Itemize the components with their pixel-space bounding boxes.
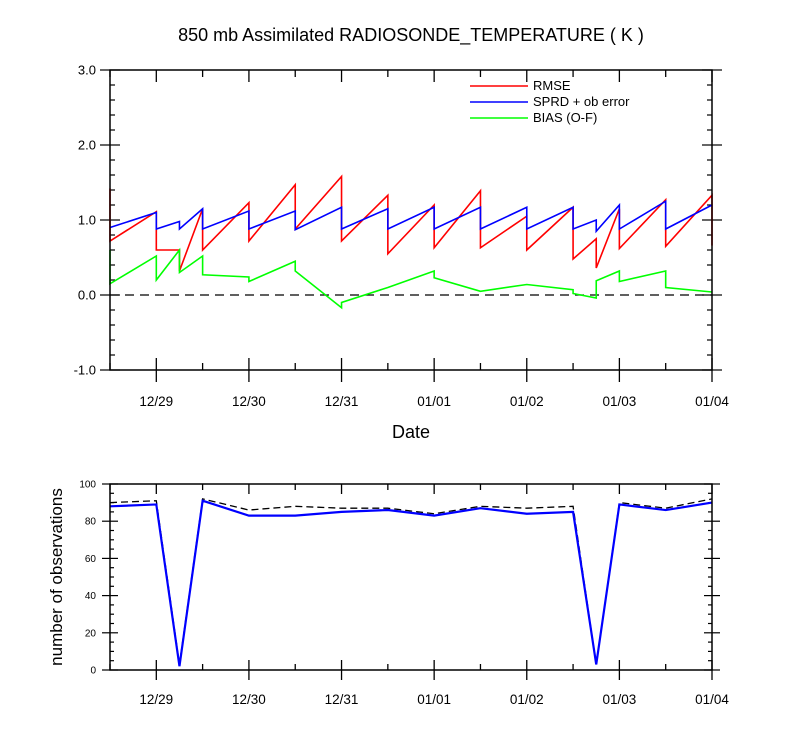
top-y-tick-label: 1.0 xyxy=(78,213,96,228)
top-x-tick-label: 01/03 xyxy=(602,394,636,409)
bottom-series-used-line xyxy=(109,499,713,667)
bottom-y-tick-label: 60 xyxy=(85,554,97,565)
top-plot-frame xyxy=(109,69,713,371)
bottom-x-tick-label: 01/04 xyxy=(695,692,729,707)
legend-label-rmse: RMSE xyxy=(533,78,571,93)
top-x-tick-labels: 12/29 12/30 12/31 01/01 01/02 01/03 01/04 xyxy=(139,394,729,409)
top-x-tick-label: 01/01 xyxy=(417,394,451,409)
top-y-tick-label: 3.0 xyxy=(78,63,96,78)
bottom-y-axis-label: number of observations xyxy=(47,488,66,666)
bottom-x-tick-label: 01/03 xyxy=(602,692,636,707)
top-series-rmse-line xyxy=(109,174,713,272)
bottom-x-tick-labels: 12/29 12/30 12/31 01/01 01/02 01/03 01/04 xyxy=(139,692,729,707)
bottom-y-tick-label: 40 xyxy=(85,591,97,602)
bottom-x-tick-label: 12/29 xyxy=(139,692,173,707)
top-y-tick-labels: -1.0 0.0 1.0 2.0 3.0 xyxy=(74,63,96,378)
bottom-y-tick-label: 100 xyxy=(79,480,96,491)
top-x-tick-label: 01/04 xyxy=(695,394,729,409)
legend: RMSE SPRD + ob error BIAS (O-F) xyxy=(470,78,630,125)
bottom-x-tick-label: 12/30 xyxy=(232,692,266,707)
top-series-group xyxy=(109,174,713,310)
bottom-plot-frame xyxy=(109,483,713,671)
bottom-y-tick-label: 20 xyxy=(85,628,97,639)
top-x-tick-label: 01/02 xyxy=(510,394,544,409)
top-series-sprd-ob-error-line xyxy=(109,199,713,234)
bottom-x-tick-label: 01/01 xyxy=(417,692,451,707)
bottom-x-tick-label: 12/31 xyxy=(325,692,359,707)
bottom-y-tick-label: 80 xyxy=(85,517,97,528)
top-y-tick-label: 0.0 xyxy=(78,288,96,303)
bottom-series-group xyxy=(109,498,713,667)
chart-title: 850 mb Assimilated RADIOSONDE_TEMPERATUR… xyxy=(178,25,644,46)
top-axis-ticks xyxy=(100,69,722,382)
top-series-bias-o-f-line xyxy=(109,247,713,310)
legend-label-bias: BIAS (O-F) xyxy=(533,110,597,125)
top-x-tick-label: 12/30 xyxy=(232,394,266,409)
legend-label-sprd: SPRD + ob error xyxy=(533,94,630,109)
top-x-tick-label: 12/29 xyxy=(139,394,173,409)
top-panel: -1.0 0.0 1.0 2.0 3.0 12/29 12/30 12/31 01/01 01/… xyxy=(74,63,730,442)
bottom-y-tick-labels: 0 20 40 60 80 100 xyxy=(79,480,96,677)
bottom-x-tick-label: 01/02 xyxy=(510,692,544,707)
top-x-axis-label: Date xyxy=(392,422,430,442)
bottom-panel: 0 20 40 60 80 100 12/29 12/30 12/31 01/01 01/02 01… xyxy=(47,480,729,708)
top-y-tick-label: -1.0 xyxy=(74,363,96,378)
top-x-tick-label: 12/31 xyxy=(325,394,359,409)
bottom-y-tick-label: 0 xyxy=(90,666,96,677)
top-y-tick-label: 2.0 xyxy=(78,138,96,153)
